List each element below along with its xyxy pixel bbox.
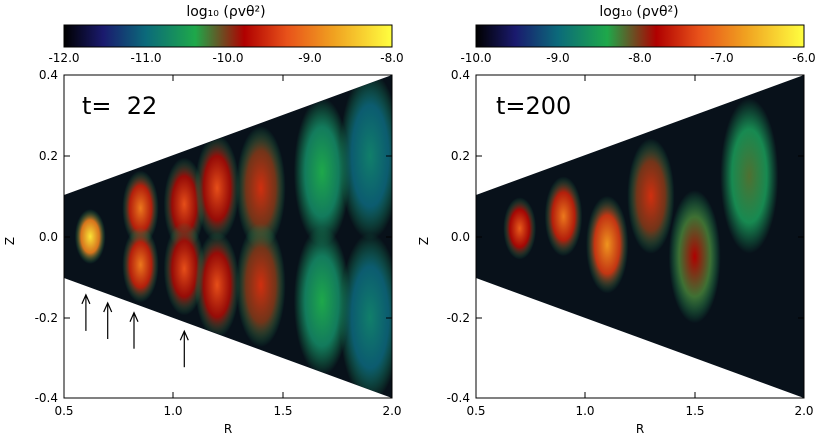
heatmap-blob bbox=[194, 231, 240, 339]
y-tick-label: -0.2 bbox=[35, 311, 58, 325]
plot-area bbox=[475, 74, 805, 399]
colorbar-tick-label: -9.0 bbox=[298, 51, 321, 65]
colorbar-tick-label: -12.0 bbox=[48, 51, 79, 65]
y-tick-label: 0.4 bbox=[39, 68, 58, 82]
heatmap-blob bbox=[627, 138, 675, 254]
heatmap-blob bbox=[293, 226, 351, 376]
colorbar-tick-label: -10.0 bbox=[460, 51, 491, 65]
y-tick-label: 0.0 bbox=[39, 230, 58, 244]
y-axis-label: Z bbox=[3, 237, 17, 245]
colorbar-title: log₁₀ (ρvθ²) bbox=[599, 4, 678, 20]
y-axis-ticks bbox=[476, 74, 804, 399]
right-panel: log₁₀ (ρvθ²) -10.0 -9.0 -8.0 -7.0 -6.0 0… bbox=[417, 4, 816, 436]
arrow bbox=[103, 301, 113, 339]
colorbar-title: log₁₀ (ρvθ²) bbox=[186, 4, 265, 20]
heatmap-blob bbox=[163, 157, 205, 251]
x-axis-ticks bbox=[475, 75, 805, 398]
heatmap-features bbox=[74, 75, 392, 398]
x-axis-ticks bbox=[63, 75, 393, 398]
colorbar bbox=[63, 24, 393, 48]
panel-time-label: t=200 bbox=[496, 92, 571, 120]
y-tick-label: -0.4 bbox=[447, 391, 470, 405]
heatmap-blob bbox=[503, 197, 537, 260]
heatmap-blob bbox=[544, 176, 583, 257]
x-tick-label: 1.0 bbox=[575, 404, 594, 418]
heatmap-blob bbox=[74, 209, 106, 264]
colorbar-tick-label: -11.0 bbox=[130, 51, 161, 65]
colorbar-tick-label: -9.0 bbox=[546, 51, 569, 65]
y-tick-label: 0.4 bbox=[451, 68, 470, 82]
arrow bbox=[81, 293, 91, 331]
y-tick-label: 0.2 bbox=[39, 149, 58, 163]
x-axis-label: R bbox=[224, 422, 232, 436]
y-tick-label: -0.4 bbox=[35, 391, 58, 405]
left-panel: log₁₀ (ρvθ²) -12.0 -11.0 -10.0 -9.0 -8.0… bbox=[3, 4, 404, 436]
x-tick-label: 2.0 bbox=[794, 404, 813, 418]
heatmap-features bbox=[503, 98, 779, 324]
panel-time-label: t= 22 bbox=[82, 92, 157, 120]
heatmap-blob bbox=[235, 126, 286, 251]
arrow bbox=[179, 329, 189, 368]
x-tick-label: 1.5 bbox=[273, 404, 292, 418]
colorbar-tick-label: -8.0 bbox=[628, 51, 651, 65]
plot-area bbox=[63, 74, 393, 399]
x-tick-label: 1.0 bbox=[163, 404, 182, 418]
heatmap-blob bbox=[668, 190, 721, 324]
heatmap-blob bbox=[339, 232, 392, 398]
arrow bbox=[129, 311, 139, 349]
colorbar-tick-label: -10.0 bbox=[212, 51, 243, 65]
colorbar-tick-label: -7.0 bbox=[710, 51, 733, 65]
heatmap-blob bbox=[122, 227, 159, 303]
x-tick-label: 1.5 bbox=[685, 404, 704, 418]
x-tick-label: 0.5 bbox=[54, 404, 73, 418]
colorbar-tick-label: -6.0 bbox=[792, 51, 815, 65]
y-tick-label: 0.2 bbox=[451, 149, 470, 163]
y-axis-label: Z bbox=[417, 237, 431, 245]
heatmap-blob bbox=[163, 222, 205, 316]
x-tick-label: 0.5 bbox=[466, 404, 485, 418]
heatmap-blob bbox=[339, 75, 392, 241]
colorbar bbox=[475, 24, 805, 48]
heatmap-blob bbox=[586, 195, 629, 294]
heatmap-blob bbox=[122, 170, 159, 246]
y-axis-ticks bbox=[64, 74, 392, 399]
x-axis-label: R bbox=[636, 422, 644, 436]
y-tick-label: -0.2 bbox=[447, 311, 470, 325]
heatmap-blob bbox=[293, 97, 351, 247]
heatmap-blob bbox=[194, 134, 240, 242]
x-tick-label: 2.0 bbox=[382, 404, 401, 418]
arrows bbox=[81, 293, 189, 368]
heatmap-blob bbox=[720, 98, 779, 254]
heatmap-blob bbox=[235, 222, 286, 348]
colorbar-ticks: -12.0 -11.0 -10.0 -9.0 -8.0 bbox=[48, 51, 403, 65]
colorbar-tick-label: -8.0 bbox=[380, 51, 403, 65]
colorbar-ticks: -10.0 -9.0 -8.0 -7.0 -6.0 bbox=[460, 51, 815, 65]
y-tick-label: 0.0 bbox=[451, 230, 470, 244]
